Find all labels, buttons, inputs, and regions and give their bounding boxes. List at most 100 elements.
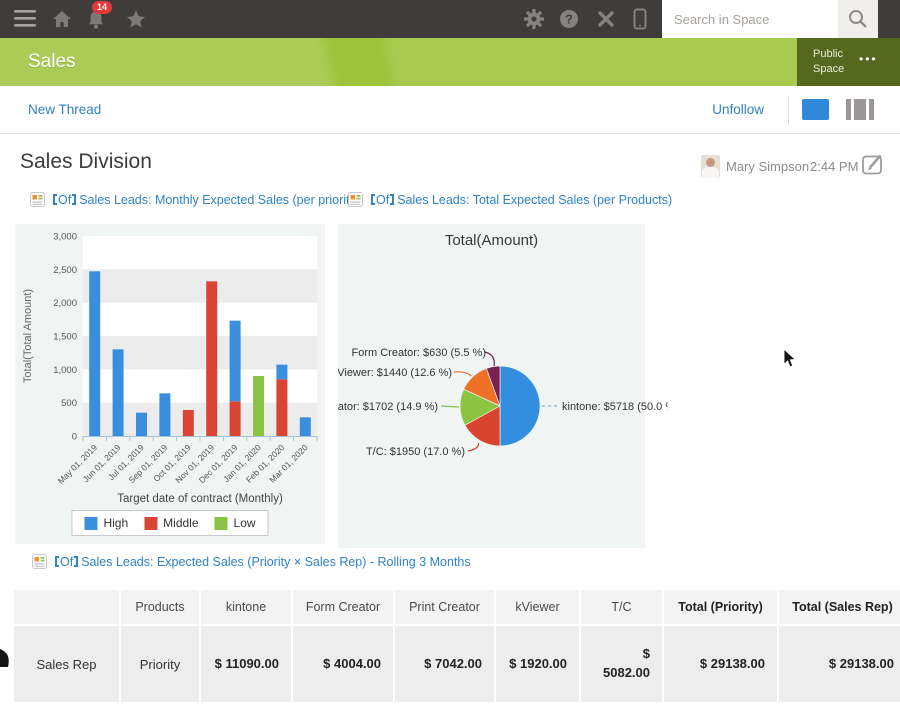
pie-label-leader-line xyxy=(467,442,480,452)
pivot-header-cell: Print Creator xyxy=(395,590,494,624)
y-axis-tick-label: 1,000 xyxy=(53,365,77,376)
pivot-header-cell: Total (Sales Rep) xyxy=(779,590,900,624)
help-icon[interactable]: ? xyxy=(559,9,579,29)
legend-item-high[interactable]: High xyxy=(84,516,128,530)
bar-segment-middle[interactable] xyxy=(182,410,194,436)
page-title: Sales Division xyxy=(20,150,152,173)
pivot-value-cell: $ 4004.00 xyxy=(293,626,393,702)
bar-segment-high[interactable] xyxy=(299,417,311,436)
edit-icon[interactable] xyxy=(861,152,886,177)
bar-segment-high[interactable] xyxy=(112,349,124,436)
bar-segment-middle[interactable] xyxy=(276,379,288,436)
pie-label-leader-line xyxy=(484,351,495,367)
pivot-value-cell: $ 7042.00 xyxy=(395,626,494,702)
y-axis-tick-label: 2,500 xyxy=(53,265,77,276)
notifications-icon[interactable] xyxy=(86,10,106,30)
bar-segment-middle[interactable] xyxy=(206,281,218,436)
bar-chart-app-link[interactable]: Of Sales Leads: Monthly Expected Sales (p… xyxy=(30,192,360,207)
admin-tools-icon[interactable] xyxy=(596,9,616,29)
pivot-value-cell: $ 29138.00 xyxy=(779,626,900,702)
bar-segment-high[interactable] xyxy=(229,320,241,402)
mouse-cursor xyxy=(783,348,797,368)
table-row: Sales Rep Priority $ 11090.00 $ 4004.00 $ 70… xyxy=(14,626,900,702)
pivot-value-cell: $ 29138.00 xyxy=(664,626,777,702)
bar-segment-high[interactable] xyxy=(136,412,147,436)
mobile-icon[interactable] xyxy=(630,8,650,30)
pie-chart: kintone: $5718 (50.0 %) T/C: $1950 (17.0 … xyxy=(338,347,668,458)
home-icon[interactable] xyxy=(52,9,72,29)
legend-swatch xyxy=(144,516,158,530)
pivot-header-cell: kintone xyxy=(201,590,291,624)
pivot-value-cell: $ 1920.00 xyxy=(496,626,579,702)
pivot-header-cell: Products xyxy=(121,590,199,624)
bar-segment-high[interactable] xyxy=(276,364,288,380)
favorites-icon[interactable] xyxy=(126,9,146,29)
pivot-table-container: Products kintone Form Creator Print Creator… xyxy=(12,588,900,704)
author-name[interactable]: Mary Simpson xyxy=(726,159,810,174)
legend-item-low[interactable]: Low xyxy=(214,516,256,530)
new-thread-link[interactable]: New Thread xyxy=(28,102,102,117)
app-icon xyxy=(348,192,363,207)
pivot-header-cell: Form Creator xyxy=(293,590,393,624)
space-header: Sales Public Space ••• xyxy=(0,38,900,86)
space-title: Sales xyxy=(28,51,76,72)
more-options-icon[interactable]: ••• xyxy=(859,52,878,66)
pivot-header-cell: T/C xyxy=(581,590,662,624)
pie-chart-app-link[interactable]: Of Sales Leads: Total Expected Sales (per… xyxy=(348,192,672,207)
search-icon xyxy=(849,10,867,28)
x-axis-title: Target date of contract (Monthly) xyxy=(117,493,283,505)
pivot-row-header-cell: Priority xyxy=(121,626,199,702)
y-axis-tick-label: 500 xyxy=(61,398,77,409)
thread-view-icon[interactable] xyxy=(802,99,829,120)
screen-corner-artifact xyxy=(0,649,9,667)
settings-icon[interactable] xyxy=(523,8,545,30)
legend-label: High xyxy=(103,516,129,530)
unfollow-link[interactable]: Unfollow xyxy=(712,102,764,117)
pie-slice-form-creator[interactable] xyxy=(485,365,501,407)
thread-toolbar: New Thread Unfollow xyxy=(0,86,900,134)
y-axis-tick-label: 3,000 xyxy=(53,232,77,243)
pie-slice-t-c[interactable] xyxy=(464,405,501,447)
pie-chart-panel: Total(Amount) kintone: $5718 (50.0 %) T/C… xyxy=(338,224,668,548)
bar-chart-panel: 0 500 1,000 1,500 2,000 2,500 3,000 May 01, 201… xyxy=(15,224,325,544)
pie-slice-kintone[interactable] xyxy=(499,365,541,447)
pivot-header-cell: Total (Priority) xyxy=(664,590,777,624)
pie-slice-label: kViewer: $1440 (12.6 %) xyxy=(338,367,452,379)
pivot-row-header-cell: Sales Rep xyxy=(14,626,119,702)
svg-text:?: ? xyxy=(565,13,573,27)
legend-label: Low xyxy=(233,516,256,530)
top-navigation-bar: 14 ? xyxy=(0,0,900,38)
bar-segment-low[interactable] xyxy=(253,376,264,436)
legend-item-middle[interactable]: Middle xyxy=(144,516,199,530)
y-axis-tick-label: 0 xyxy=(72,432,77,443)
pivot-table-app-link[interactable]: Of Sales Leads: Expected Sales (Priority … xyxy=(32,554,471,569)
y-axis-tick-label: 2,000 xyxy=(53,298,77,309)
y-axis-title: Total(Total Amount) xyxy=(22,289,34,383)
pivot-value-cell: $ 11090.00 xyxy=(201,626,291,702)
menu-icon[interactable] xyxy=(14,10,40,28)
bar-segment-high[interactable] xyxy=(159,393,171,436)
divider xyxy=(788,96,789,124)
bar-segment-high[interactable] xyxy=(89,271,101,436)
legend-swatch xyxy=(214,516,228,530)
table-header-row: Products kintone Form Creator Print Creator… xyxy=(14,590,900,624)
bar-segment-middle[interactable] xyxy=(229,401,241,436)
avatar xyxy=(701,155,720,178)
legend-swatch xyxy=(84,516,98,530)
pie-slice-label: Form Creator: $630 (5.5 %) xyxy=(352,347,487,359)
app-icon xyxy=(30,192,45,207)
pivot-table: Products kintone Form Creator Print Creator… xyxy=(12,588,900,704)
app-icon xyxy=(32,554,47,569)
pie-chart-title: Total(Amount) xyxy=(444,232,539,249)
board-view-icon[interactable] xyxy=(846,99,874,120)
pivot-value-cell: $ 5082.00 xyxy=(581,626,662,702)
notification-count-badge[interactable]: 14 xyxy=(92,1,113,14)
search-button[interactable] xyxy=(838,0,878,38)
pie-label-leader-line xyxy=(440,405,460,408)
search-input[interactable] xyxy=(662,0,838,38)
public-space-badge[interactable]: Public Space ••• xyxy=(797,38,900,86)
legend-label: Middle xyxy=(163,516,199,530)
y-axis-tick-label: 1,500 xyxy=(53,332,77,343)
post-timestamp: 2:44 PM xyxy=(810,159,859,174)
